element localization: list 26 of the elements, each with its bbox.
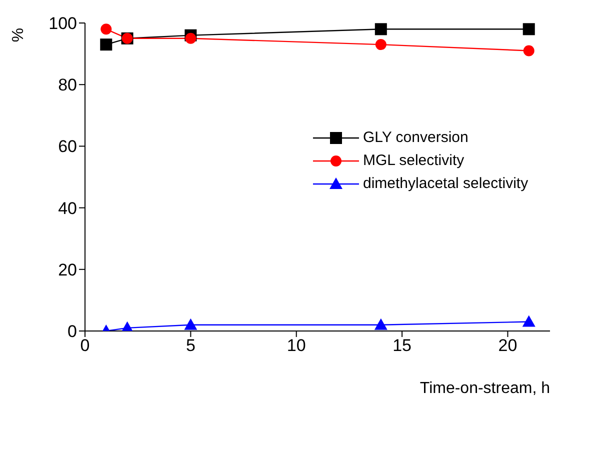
legend-label: dimethylacetal selectivity: [363, 175, 528, 192]
y-tick-label: 40: [58, 198, 77, 218]
y-tick-label: 0: [68, 322, 77, 342]
point: [522, 23, 535, 36]
legend-label: GLY conversion: [363, 129, 468, 146]
point: [375, 39, 386, 50]
y-axis-title: %: [10, 28, 27, 42]
point: [522, 315, 536, 327]
x-tick-label: 0: [80, 336, 90, 356]
legend-label: MGL selectivity: [363, 152, 464, 169]
x-tick-label: 10: [286, 336, 306, 356]
y-tick-label: 100: [48, 14, 77, 34]
x-axis-title: Time-on-stream, h: [420, 380, 550, 397]
point: [523, 45, 534, 56]
point: [185, 32, 196, 44]
point: [100, 24, 112, 35]
point: [374, 318, 388, 330]
x-tick-label: 15: [392, 336, 412, 356]
x-tick-label: 20: [498, 336, 518, 356]
y-tick-label: 80: [58, 76, 77, 95]
point: [184, 318, 198, 330]
y-tick-label: 20: [58, 260, 77, 280]
y-tick-label: 60: [58, 137, 77, 156]
point: [100, 38, 112, 51]
point: [374, 23, 387, 36]
x-tick-label: 5: [186, 336, 196, 356]
